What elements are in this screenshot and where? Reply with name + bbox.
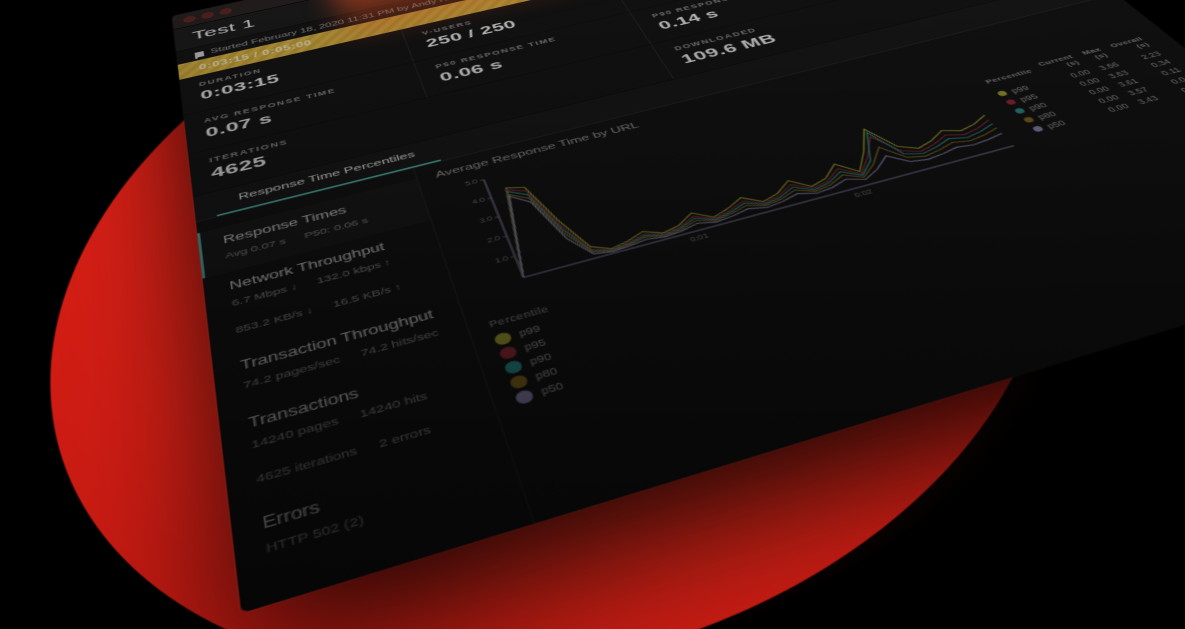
table-row-swatch-icon	[1004, 98, 1017, 106]
y-axis-tick-label: 5.0	[464, 179, 479, 188]
y-axis-tick	[503, 236, 507, 237]
y-axis-tick-label: 1.0	[494, 255, 510, 265]
y-axis-tick	[495, 217, 499, 218]
flag-icon	[194, 50, 205, 58]
y-axis-tick	[487, 198, 491, 199]
table-row-swatch-icon	[1021, 115, 1035, 123]
window-maximize-icon[interactable]	[219, 7, 233, 16]
y-axis-tick	[511, 256, 515, 257]
y-axis-tick-label: 2.0	[486, 235, 502, 245]
x-axis-tick-label: 0:02	[853, 188, 875, 199]
app-window: Test 1 ▾ Stop Save •••	[172, 0, 1185, 614]
table-cell-text: p50	[1044, 118, 1068, 130]
window-minimize-icon[interactable]	[201, 10, 214, 20]
sidebar-metric: 2 errors	[377, 423, 433, 452]
y-axis-tick-label: 3.0	[479, 216, 495, 226]
table-row-swatch-icon	[1013, 107, 1026, 114]
x-axis-tick-label: 0:01	[689, 232, 711, 244]
legend-swatch-icon	[513, 388, 535, 405]
window-close-icon[interactable]	[183, 14, 196, 24]
table-row-swatch-icon	[1030, 124, 1044, 133]
y-axis-tick	[480, 180, 484, 181]
y-axis-tick-label: 4.0	[471, 197, 486, 206]
table-row-swatch-icon	[995, 89, 1009, 97]
